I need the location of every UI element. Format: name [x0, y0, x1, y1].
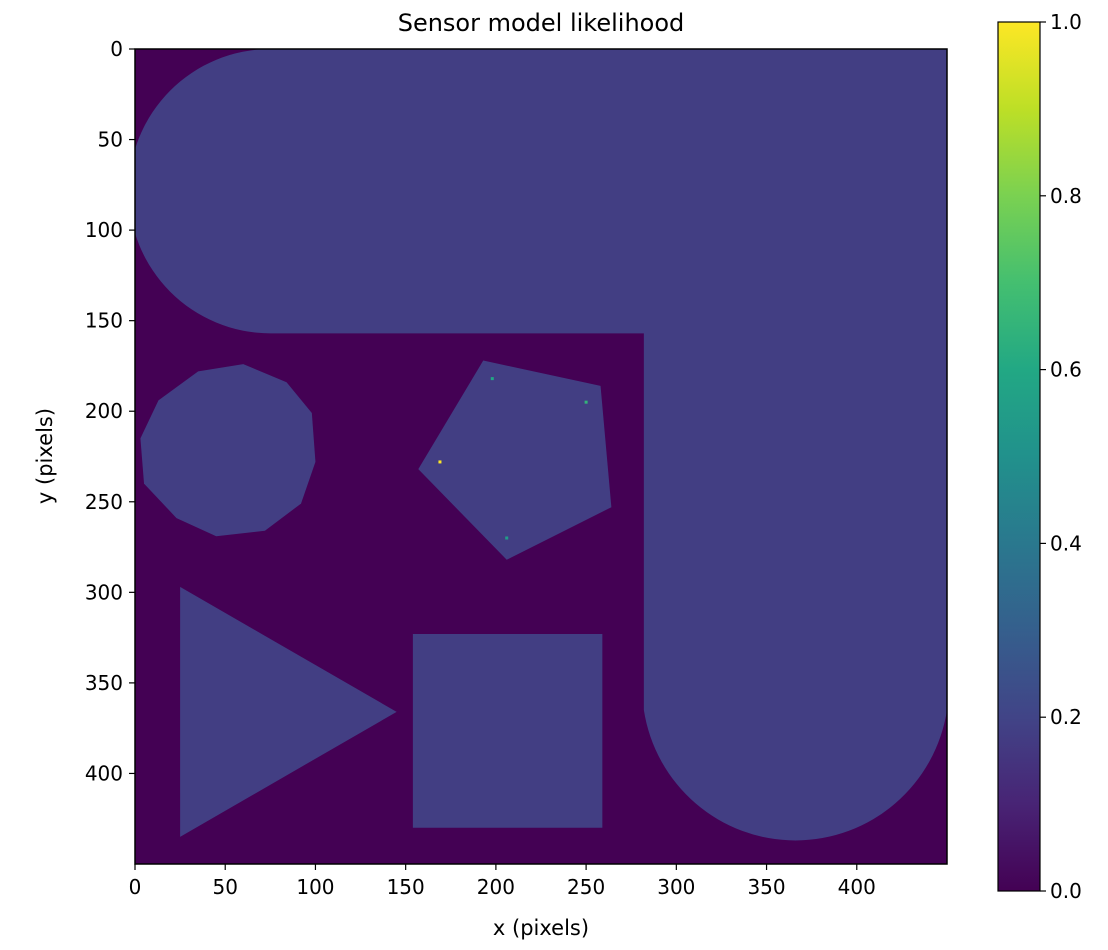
colorbar-tick-label: 1.0	[1050, 10, 1082, 34]
x-tick-label: 0	[129, 875, 142, 899]
y-tick-label: 300	[85, 580, 123, 604]
x-tick-label: 150	[387, 875, 425, 899]
y-tick-label: 100	[85, 218, 123, 242]
x-axis-ticks: 0 50 100 150 200 250 300 350 400	[129, 864, 876, 899]
x-tick-label: 250	[567, 875, 605, 899]
colorbar	[997, 21, 1041, 892]
heatmap-regions	[135, 49, 947, 841]
colorbar-tick-label: 0.6	[1050, 358, 1082, 382]
hot-pixel	[584, 400, 588, 404]
y-tick-label: 150	[85, 309, 123, 333]
y-axis-label: y (pixels)	[33, 408, 57, 504]
region-triangle	[180, 586, 397, 837]
y-axis-ticks: 0 50 100 150 200 250 300 350 400	[85, 37, 135, 785]
y-tick-label: 50	[98, 128, 123, 152]
x-tick-label: 200	[477, 875, 515, 899]
x-tick-label: 300	[657, 875, 695, 899]
x-tick-label: 400	[838, 875, 876, 899]
y-tick-label: 400	[85, 761, 123, 785]
hot-pixel	[490, 377, 494, 381]
colorbar-tick-label: 0.2	[1050, 705, 1082, 729]
colorbar-tick-label: 0.4	[1050, 531, 1082, 555]
region-decagon	[140, 364, 316, 537]
region-rounded-L	[135, 49, 947, 841]
hot-pixel	[505, 536, 509, 540]
region-pentagon	[418, 360, 612, 560]
y-tick-label: 0	[110, 37, 123, 61]
hot-pixel	[438, 460, 442, 464]
y-tick-label: 350	[85, 671, 123, 695]
colorbar-tick-label: 0.8	[1050, 184, 1082, 208]
region-square	[412, 633, 603, 828]
y-tick-label: 250	[85, 490, 123, 514]
x-tick-label: 50	[212, 875, 237, 899]
colorbar-tick-label: 0.0	[1050, 879, 1082, 903]
x-axis-label: x (pixels)	[493, 916, 589, 940]
plot-frame	[134, 48, 948, 865]
y-tick-label: 200	[85, 399, 123, 423]
chart-title: Sensor model likelihood	[398, 9, 685, 37]
x-tick-label: 100	[296, 875, 334, 899]
colorbar-ticks: 0.0 0.2 0.4 0.6 0.8 1.0	[1040, 10, 1082, 903]
x-tick-label: 350	[747, 875, 785, 899]
hot-pixels	[438, 377, 588, 540]
